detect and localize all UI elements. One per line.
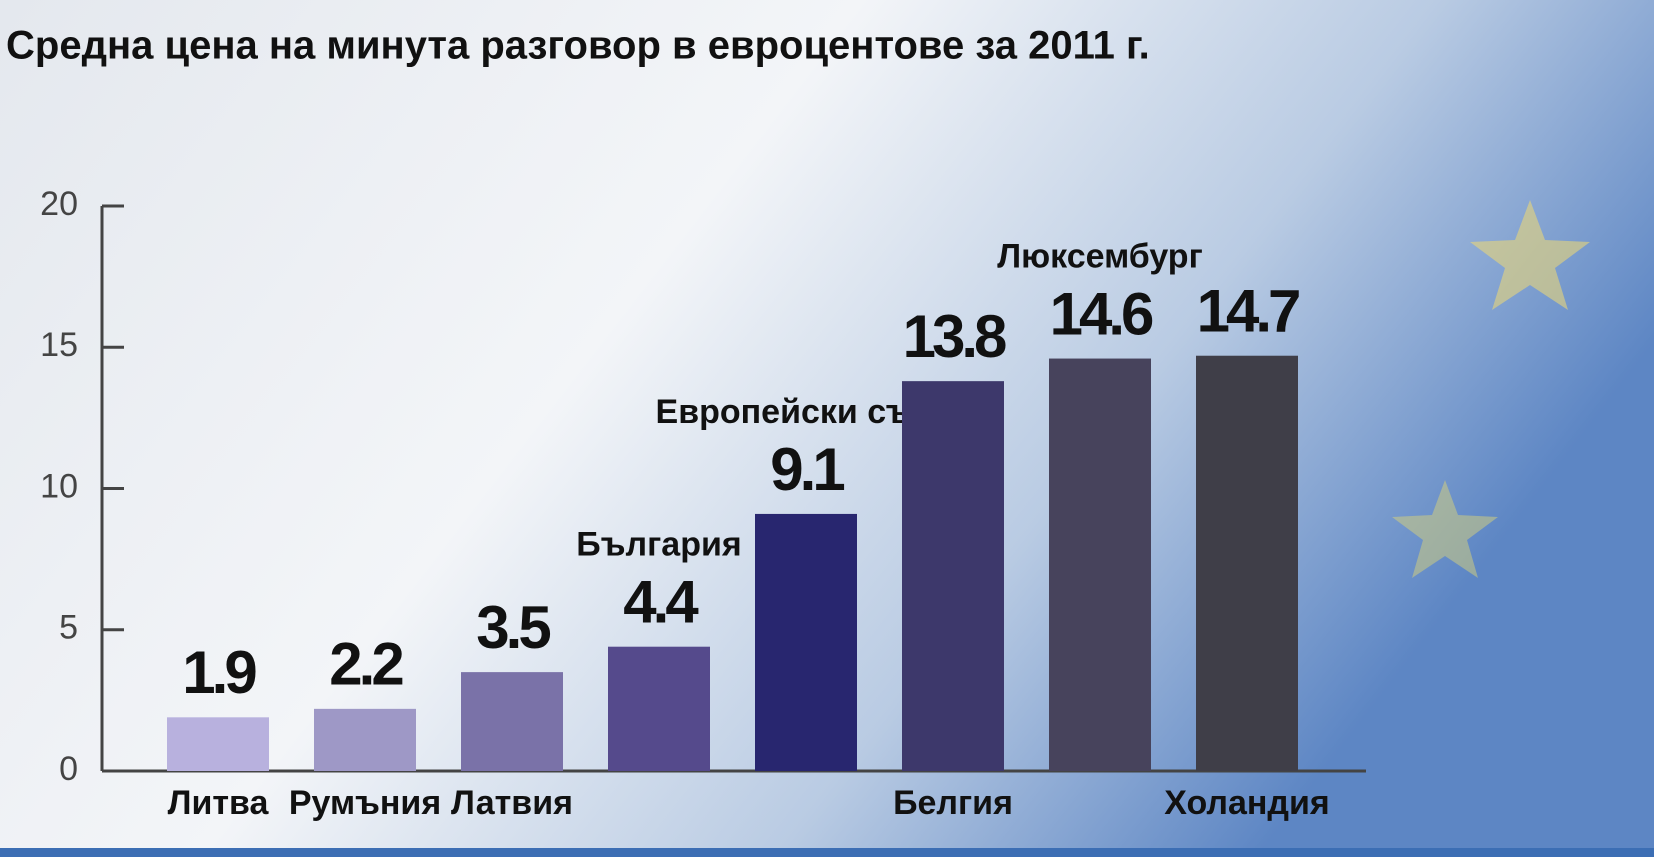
bar [314,708,416,771]
category-label: Белгия [893,784,1013,822]
bar [1196,355,1298,771]
bar [1049,358,1151,771]
category-label: Литва [168,784,270,822]
bottom-bar [0,848,1654,857]
decor-star [1392,480,1498,578]
decor-star [1470,200,1590,310]
bar [461,672,563,771]
y-tick-label: 15 [40,326,78,364]
y-tick-label: 5 [59,609,78,647]
chart-title: Средна цена на минута разговор в евроцен… [6,24,1150,68]
value-label: 4.4 [623,569,699,636]
bar [167,717,269,771]
category-label: България [576,526,741,564]
bar [608,646,710,771]
category-label: Люксембург [997,238,1202,276]
y-tick-label: 20 [40,185,78,223]
value-label: 2.2 [329,631,402,698]
value-label: 9.1 [770,436,844,503]
bar [755,513,857,771]
bar [902,381,1004,771]
value-label: 3.5 [476,594,550,661]
value-label: 14.7 [1197,278,1299,345]
value-label: 13.8 [903,303,1006,370]
category-label: Латвия [451,784,573,822]
category-label: Румъния [289,784,441,822]
y-tick-label: 0 [59,750,78,788]
y-tick-label: 10 [40,467,78,505]
value-label: 1.9 [182,639,256,706]
category-label: Холандия [1164,784,1330,822]
value-label: 14.6 [1050,280,1153,347]
